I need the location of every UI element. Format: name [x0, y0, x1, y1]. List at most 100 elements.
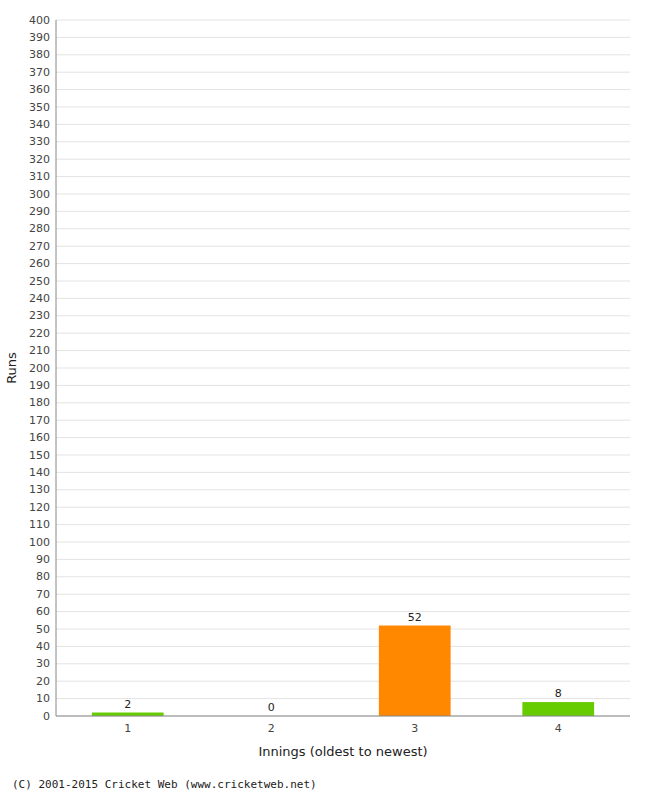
- y-tick-label: 250: [29, 275, 50, 288]
- y-tick-label: 370: [29, 66, 50, 79]
- y-tick-label: 70: [36, 588, 50, 601]
- x-tick-label: 4: [555, 722, 562, 735]
- grid-line: [56, 681, 630, 682]
- grid-line: [56, 437, 630, 438]
- bar: [92, 713, 164, 716]
- y-tick-label: 190: [29, 379, 50, 392]
- y-tick-label: 170: [29, 414, 50, 427]
- grid-line: [56, 194, 630, 195]
- grid-line: [56, 20, 630, 21]
- grid-line: [56, 211, 630, 212]
- y-axis-title: Runs: [4, 352, 19, 384]
- y-tick-label: 400: [29, 14, 50, 27]
- y-tick-label: 310: [29, 170, 50, 183]
- y-tick-label: 50: [36, 623, 50, 636]
- grid-line: [56, 350, 630, 351]
- y-tick-label: 220: [29, 327, 50, 340]
- grid-line: [56, 611, 630, 612]
- grid-line: [56, 246, 630, 247]
- y-tick-label: 380: [29, 48, 50, 61]
- grid-line: [56, 542, 630, 543]
- y-tick-label: 90: [36, 553, 50, 566]
- y-tick-label: 10: [36, 692, 50, 705]
- y-tick-label: 140: [29, 466, 50, 479]
- y-tick-label: 200: [29, 362, 50, 375]
- grid-line: [56, 281, 630, 282]
- grid-line: [56, 663, 630, 664]
- grid-line: [56, 368, 630, 369]
- chart-container: 0102030405060708090100110120130140150160…: [0, 0, 650, 800]
- grid-line: [56, 455, 630, 456]
- y-tick-label: 270: [29, 240, 50, 253]
- x-tick-label: 2: [268, 722, 275, 735]
- x-tick-label: 3: [411, 722, 418, 735]
- grid: [56, 20, 630, 716]
- y-tick-label: 30: [36, 657, 50, 670]
- y-tick-label: 150: [29, 449, 50, 462]
- y-tick-label: 300: [29, 188, 50, 201]
- grid-line: [56, 698, 630, 699]
- bar: [379, 626, 451, 716]
- grid-line: [56, 629, 630, 630]
- y-tick-label: 160: [29, 431, 50, 444]
- x-tick-label: 1: [124, 722, 131, 735]
- y-tick-label: 290: [29, 205, 50, 218]
- grid-line: [56, 402, 630, 403]
- grid-line: [56, 507, 630, 508]
- grid-line: [56, 716, 630, 717]
- grid-line: [56, 159, 630, 160]
- data-label: 0: [268, 701, 275, 714]
- y-tick-label: 320: [29, 153, 50, 166]
- grid-line: [56, 298, 630, 299]
- y-tick-label: 260: [29, 257, 50, 270]
- grid-line: [56, 385, 630, 386]
- y-axis-line: [56, 20, 57, 716]
- grid-line: [56, 107, 630, 108]
- grid-line: [56, 315, 630, 316]
- chart: 0102030405060708090100110120130140150160…: [0, 0, 650, 800]
- bars: [92, 626, 594, 716]
- grid-line: [56, 420, 630, 421]
- grid-line: [56, 472, 630, 473]
- grid-line: [56, 176, 630, 177]
- y-tick-label: 60: [36, 605, 50, 618]
- grid-line: [56, 576, 630, 577]
- y-tick-label: 100: [29, 536, 50, 549]
- y-tick-label: 210: [29, 344, 50, 357]
- grid-line: [56, 333, 630, 334]
- data-label: 8: [555, 687, 562, 700]
- grid-line: [56, 72, 630, 73]
- y-tick-label: 330: [29, 135, 50, 148]
- data-label: 52: [408, 611, 422, 624]
- y-tick-label: 350: [29, 101, 50, 114]
- bar: [522, 702, 594, 716]
- x-axis: 1 2 3 4: [124, 722, 562, 735]
- y-tick-label: 240: [29, 292, 50, 305]
- y-tick-label: 230: [29, 309, 50, 322]
- y-tick-label: 360: [29, 83, 50, 96]
- y-tick-label: 120: [29, 501, 50, 514]
- grid-line: [56, 263, 630, 264]
- grid-line: [56, 228, 630, 229]
- y-tick-label: 130: [29, 483, 50, 496]
- data-label: 2: [124, 698, 131, 711]
- grid-line: [56, 89, 630, 90]
- x-axis-line: [56, 716, 630, 717]
- grid-line: [56, 141, 630, 142]
- y-tick-label: 340: [29, 118, 50, 131]
- y-tick-label: 20: [36, 675, 50, 688]
- grid-line: [56, 559, 630, 560]
- y-tick-label: 40: [36, 640, 50, 653]
- y-tick-label: 80: [36, 570, 50, 583]
- grid-line: [56, 594, 630, 595]
- grid-line: [56, 37, 630, 38]
- y-tick-label: 0: [43, 710, 50, 723]
- footer-note: (C) 2001-2015 Cricket Web (www.cricketwe…: [12, 778, 317, 791]
- y-tick-label: 180: [29, 396, 50, 409]
- grid-line: [56, 489, 630, 490]
- grid-line: [56, 54, 630, 55]
- x-axis-title: Innings (oldest to newest): [258, 744, 427, 759]
- y-tick-label: 280: [29, 222, 50, 235]
- grid-line: [56, 646, 630, 647]
- grid-line: [56, 524, 630, 525]
